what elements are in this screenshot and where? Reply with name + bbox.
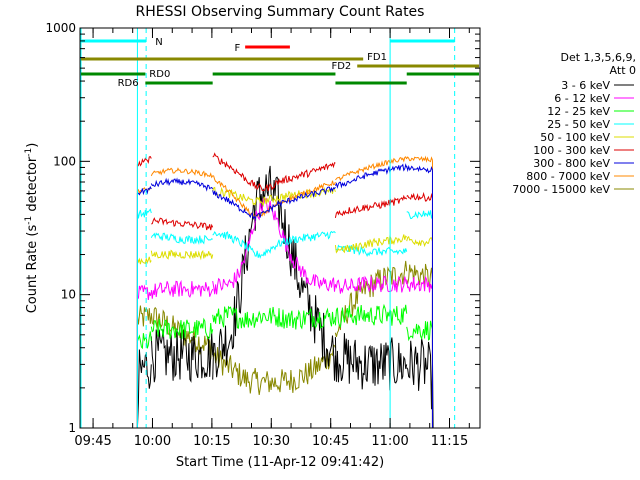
series-segment-2 [212,152,336,192]
legend-label: 7000 - 15000 keV [512,183,610,196]
series-segment-4 [406,191,433,202]
x-tick-label: 10:15 [193,434,230,449]
x-tick-label: 10:30 [253,434,290,449]
x-tick-label: 10:00 [134,434,171,449]
series-segment-1 [150,306,214,360]
flag-label-FD1: FD1 [367,52,387,63]
series-segment-1 [151,217,214,231]
series-segment-4 [406,164,433,174]
series-segment-0 [136,349,152,429]
series-segment-2 [212,175,336,220]
x-axis-label: Start Time (11-Apr-12 09:41:42) [176,455,384,470]
chart-title: RHESSI Observing Summary Count Rates [136,4,425,20]
x-tick-label: 10:45 [312,434,349,449]
series-segment-1 [150,167,214,179]
legend-label: 12 - 25 keV [547,105,610,118]
x-axis: 09:45 10:00 10:15 10:30 10:45 11:00 11:15 [74,28,470,449]
series-segment-4 [406,275,433,293]
series-segment-3 [334,303,408,328]
legend-label: 25 - 50 keV [547,118,610,131]
series-segment-4 [406,235,433,248]
series-segment-3 [334,260,408,338]
flag-label-F: F [234,43,240,54]
legend-header: Att 0 [610,64,636,77]
series-segment-3 [335,156,408,182]
legend-label: 6 - 12 keV [554,92,610,105]
series-segment-2 [212,197,336,295]
legend-label: 300 - 800 keV [533,157,610,170]
series-segment-3 [334,194,408,219]
series-segment-0 [136,208,152,219]
series-12-25-keVkeV-trace [136,303,433,428]
flag-label-FD2: FD2 [331,61,351,72]
series-segment-3 [334,333,408,391]
y-tick-label: 1 [68,421,76,435]
legend-label: 3 - 6 keV [561,79,610,92]
x-tick-label: 11:00 [371,434,408,449]
series-segment-2 [212,305,336,330]
flag-label-RD0: RD0 [149,69,170,80]
y-tick-label: 100 [53,154,76,168]
series-segment-2 [212,186,336,222]
series-segment-4 [406,338,434,429]
y-axis: 1 10 100 1000 [45,21,480,435]
series-segment-3 [335,244,408,258]
series-segment-0 [137,185,152,196]
series-segment-4 [406,209,433,220]
series-segment-0 [136,305,152,327]
flag-label-RD6: RD6 [118,78,139,89]
x-tick-label: 11:15 [431,434,468,449]
flag-label-N: N [155,37,162,48]
series-segment-3 [334,234,408,254]
series-segment-0 [137,156,152,167]
series-segment-3 [334,275,408,294]
series-segment-0 [136,284,152,300]
series-segment-1 [150,232,213,246]
y-tick-label: 10 [61,288,76,302]
series-segment-4 [406,155,433,163]
legend-label: 100 - 300 keV [533,144,610,157]
y-axis-label: Count Rate (s-1 detector-1) [24,143,40,314]
series-segment-4 [406,320,433,342]
series-segment-1 [150,317,214,339]
y-tick-label: 1000 [45,21,76,35]
legend-header: Det 1,3,5,6,9, [560,51,636,64]
series-segment-0 [136,331,152,350]
legend-label: 800 - 7000 keV [526,170,610,183]
series-segment-1 [150,328,214,383]
series-segment-3 [334,163,408,189]
x-tick-label: 09:45 [74,434,111,449]
series-layer [136,152,434,429]
series-segment-2 [212,344,336,395]
plot-frame [79,27,481,429]
series-segment-0 [136,256,152,265]
series-segment-1 [150,249,214,261]
flag-layer: N F FD1 FD2 RD0 RD6 [80,28,479,428]
series-segment-2 [212,230,336,259]
series-segment-1 [150,177,214,192]
legend-label: 50 - 100 keV [540,131,610,144]
series-segment-4 [406,263,433,289]
series-segment-1 [150,279,214,299]
